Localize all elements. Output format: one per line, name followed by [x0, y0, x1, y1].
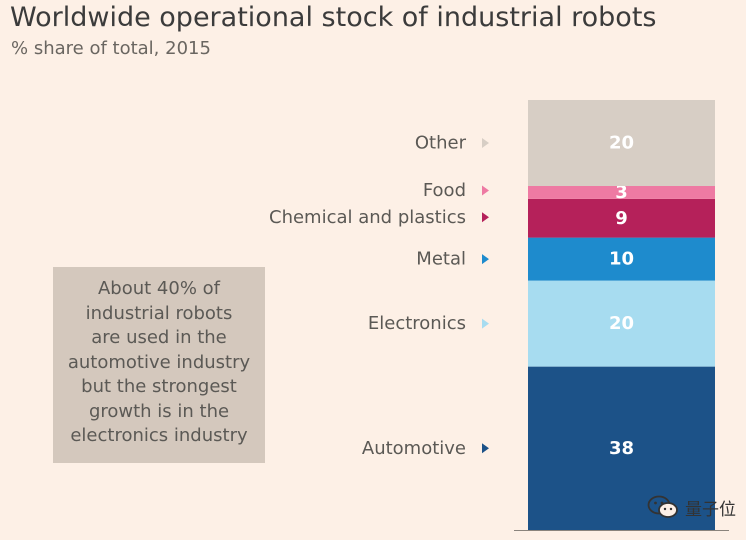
bar-segment: [528, 366, 715, 530]
annotation-box: About 40% of industrial robots are used …: [53, 267, 265, 463]
annotation-line: but the strongest: [81, 376, 237, 397]
data-label: 38: [609, 438, 634, 459]
watermark: 量子位: [647, 494, 736, 520]
annotation-line: growth is in the: [88, 400, 230, 422]
chart-subtitle: % share of total, 2015: [11, 38, 211, 59]
category-pointer-icon: [482, 318, 489, 329]
category-label: Metal: [416, 249, 466, 270]
data-label: 9: [615, 208, 628, 229]
bar-segment: [528, 186, 715, 199]
bar-segment: [528, 280, 715, 367]
chart-title: Worldwide operational stock of industria…: [10, 2, 657, 33]
category-label: Chemical and plastics: [269, 207, 466, 228]
category-pointer-icon: [482, 254, 489, 265]
wechat-icon: [647, 495, 678, 518]
annotation-line: electronics industry: [70, 425, 248, 446]
data-label: 3: [615, 182, 628, 203]
category-label: Other: [415, 133, 467, 154]
data-label: 20: [609, 133, 634, 154]
category-pointer-icon: [482, 185, 489, 196]
annotation-line: are used in the: [91, 327, 227, 348]
category-pointer-icon: [482, 212, 489, 223]
category-label: Food: [423, 180, 466, 201]
watermark-text: 量子位: [685, 499, 736, 520]
category-pointer-icon: [482, 443, 489, 454]
category-label: Electronics: [368, 313, 466, 334]
bar-segment: [528, 198, 715, 238]
annotation-line: industrial robots: [85, 302, 233, 324]
data-label: 20: [609, 313, 634, 334]
annotation-line: automotive industry: [67, 351, 251, 373]
bar-segment: [528, 100, 715, 186]
bar-segment: [528, 237, 715, 281]
annotation-line: About 40% of: [97, 278, 221, 299]
category-label: Automotive: [362, 438, 466, 459]
data-label: 10: [609, 249, 634, 270]
category-pointer-icon: [482, 138, 489, 148]
